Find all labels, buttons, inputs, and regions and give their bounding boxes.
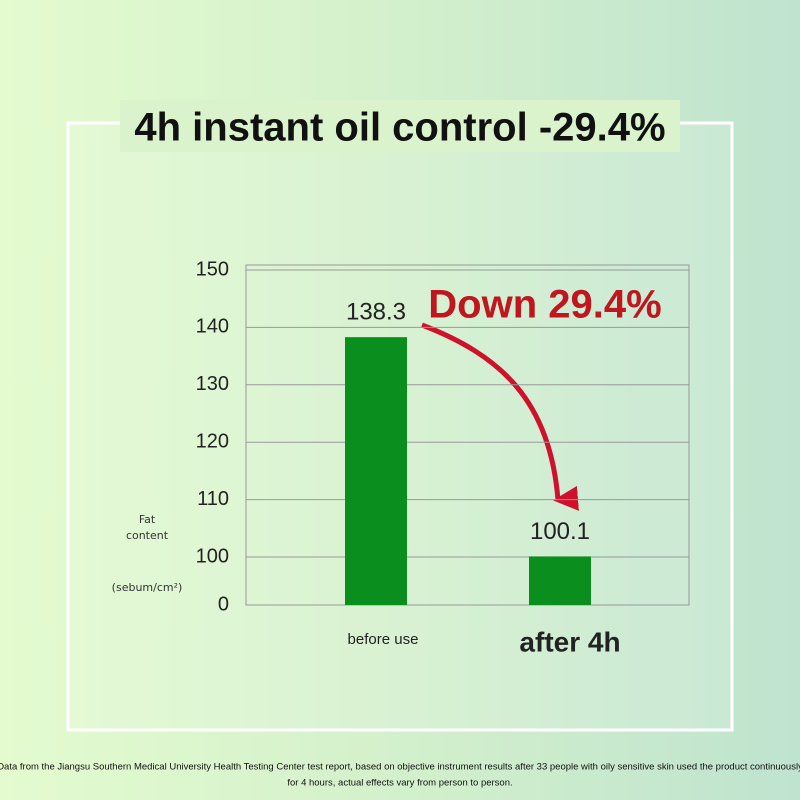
y-tick-label: 100 xyxy=(196,545,229,567)
x-tick-label: after 4h xyxy=(519,626,620,657)
y-tick-label: 130 xyxy=(196,373,229,395)
annotation: Down 29.4% xyxy=(428,283,661,327)
y-tick-label: 110 xyxy=(197,488,229,510)
y-tick-label: 140 xyxy=(196,316,229,338)
y-tick-label: 120 xyxy=(196,430,229,452)
y-tick-label: 150 xyxy=(196,258,229,280)
title-backdrop xyxy=(120,100,680,152)
bar xyxy=(529,556,591,605)
x-tick-label: before use xyxy=(348,631,419,648)
value-label: 100.1 xyxy=(530,518,590,545)
value-label: 138.3 xyxy=(346,299,406,326)
y-axis-label: Fat xyxy=(139,513,156,526)
footnote: for 4 hours, actual effects vary from pe… xyxy=(287,778,512,789)
down-arrow xyxy=(421,322,579,511)
y-axis-label: content xyxy=(126,529,169,542)
y-tick-label: 0 xyxy=(218,593,229,615)
bar xyxy=(345,337,407,605)
y-axis-label: (sebum/cm²) xyxy=(112,581,183,594)
footnote: Data from the Jiangsu Southern Medical U… xyxy=(0,762,800,773)
chart-title: 4h instant oil control -29.4% xyxy=(134,106,665,150)
